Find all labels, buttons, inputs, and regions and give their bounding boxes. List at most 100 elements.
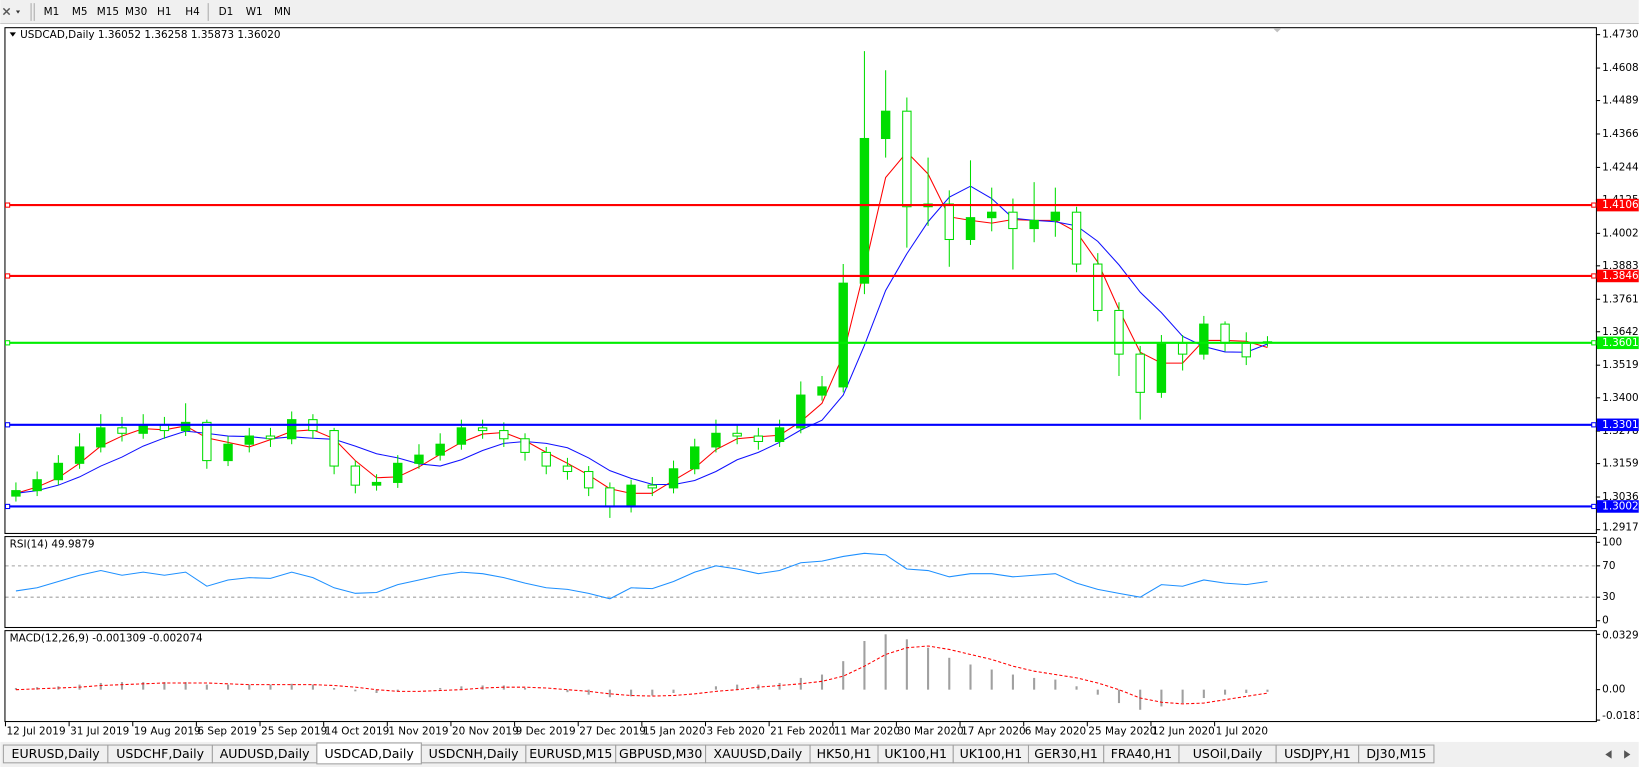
y-tick-label: 1.42440 [1602,161,1639,173]
level-handle[interactable] [1591,503,1597,510]
candle-body [711,432,721,448]
candle-body [859,137,870,284]
candle-body [880,110,891,140]
y-tick-label: 1.37610 [1602,293,1639,305]
timeframe-button[interactable] [240,2,268,21]
y-tick-label: 1.30365 [1602,491,1639,503]
dropdown-arrow[interactable] [15,10,21,14]
level-label: 1.30020 [1602,500,1639,512]
cursor-icon[interactable] [2,7,11,16]
tab-label[interactable]: HK50,H1 [817,746,872,761]
candle-body [541,451,551,467]
candle-body [1029,219,1039,230]
candle-body [1199,323,1209,355]
level-label-box [1596,198,1639,212]
y-tick-label: 1.47305 [1602,29,1639,41]
tab-label[interactable]: XAUUSD,Daily [714,746,803,761]
candle-body [350,465,361,486]
timeframe-button[interactable] [37,2,66,21]
tab-label[interactable]: USDCNH,Daily [429,746,519,761]
tab[interactable] [1358,744,1435,764]
scroll-left[interactable] [1605,750,1612,759]
level-handle[interactable] [1591,202,1597,208]
tab-label[interactable]: EURUSD,Daily [12,746,101,761]
tab-label[interactable]: EURUSD,M15 [529,746,612,761]
indicator-title: RSI(14) 49.9879 [10,538,95,550]
rsi-panel [4,536,1597,629]
x-tick-label: 25 May 2020 [1088,725,1156,737]
level-handle[interactable] [4,503,11,510]
y-tick-label: 1.34000 [1602,392,1639,404]
level-handle[interactable] [1591,273,1597,279]
timeframe-label[interactable]: M30 [125,6,147,18]
timeframe-button[interactable] [66,2,94,21]
tab-label[interactable]: DJ30,M15 [1366,746,1426,761]
candle-body [1177,342,1188,355]
level-handle[interactable] [4,422,11,428]
tab-label[interactable]: GBPUSD,M30 [619,746,702,761]
tab-label[interactable]: AUDUSD,Daily [220,746,310,761]
y-tick-label: 1.44890 [1602,95,1639,107]
x-tick-label: 15 Jan 2020 [643,725,706,737]
y-tick-label: 1.43665 [1602,128,1639,140]
candle-body [668,468,679,489]
timeframe-label[interactable]: M15 [97,6,119,18]
timeframe-button[interactable] [122,2,150,21]
level-label-box [1596,269,1639,283]
level-handle[interactable] [4,202,11,208]
candle-body [435,443,445,456]
timeframe-button[interactable] [268,2,296,21]
tab-label[interactable]: USOil,Daily [1193,746,1263,761]
scroll-right[interactable] [1624,750,1631,759]
level-handle[interactable] [4,273,11,279]
y-tick-label: 100 [1602,536,1622,548]
tab-label[interactable]: UK100,H1 [884,746,947,761]
header-arrow [9,32,16,37]
candle-body [180,421,191,432]
level-handle[interactable] [4,340,11,346]
candle-body [626,484,636,508]
candle-body [244,435,254,445]
x-tick-label: 12 Jul 2019 [7,725,66,737]
x-tick-label: 30 Mar 2020 [897,725,963,737]
candle-body [371,481,382,486]
timeframe-button[interactable] [212,2,240,21]
candle-body [138,424,148,434]
level-handle[interactable] [1591,422,1597,428]
timeframe-label[interactable]: M1 [44,6,60,18]
candle-body [1008,211,1018,230]
x-tick-label: 3 Feb 2020 [707,725,765,737]
tab-label[interactable]: USDCAD,Daily [324,746,414,761]
price-panel [4,27,1597,534]
tab-label[interactable]: UK100,H1 [960,746,1023,761]
candle-body [1156,342,1167,393]
x-tick-label: 6 Sep 2019 [197,725,257,737]
timeframe-button[interactable] [94,2,122,21]
tab-label[interactable]: GER30,H1 [1034,746,1098,761]
candle-body [11,490,21,497]
timeframe-button[interactable] [150,2,178,21]
tab-label[interactable]: USDCHF,Daily [116,746,204,761]
level-handle[interactable] [1591,340,1597,346]
timeframe-label[interactable]: D1 [219,6,234,18]
y-tick-label: 70 [1602,560,1615,572]
timeframe-label[interactable]: W1 [246,6,263,18]
tab-label[interactable]: USDJPY,H1 [1284,746,1351,761]
timeframe-label[interactable]: M5 [72,6,88,18]
candle-body [456,427,467,445]
candle-body [774,427,785,443]
x-tick-label: 20 Nov 2019 [452,725,519,737]
tab-label[interactable]: FRA40,H1 [1111,746,1172,761]
timeframe-label[interactable]: H4 [185,6,200,18]
candle-body [1220,323,1230,344]
rsi-line [15,552,1268,600]
tab-group: EURUSD,Daily USDCHF,Daily AUDUSD,Daily USDC… [2,742,1435,765]
y-tick-label: 0.00 [1602,684,1625,696]
timeframe-button[interactable] [178,2,207,21]
x-tick-label: 19 Aug 2019 [134,725,201,737]
timeframe-label[interactable]: MN [274,6,291,18]
timeframe-label[interactable]: H1 [157,6,172,18]
